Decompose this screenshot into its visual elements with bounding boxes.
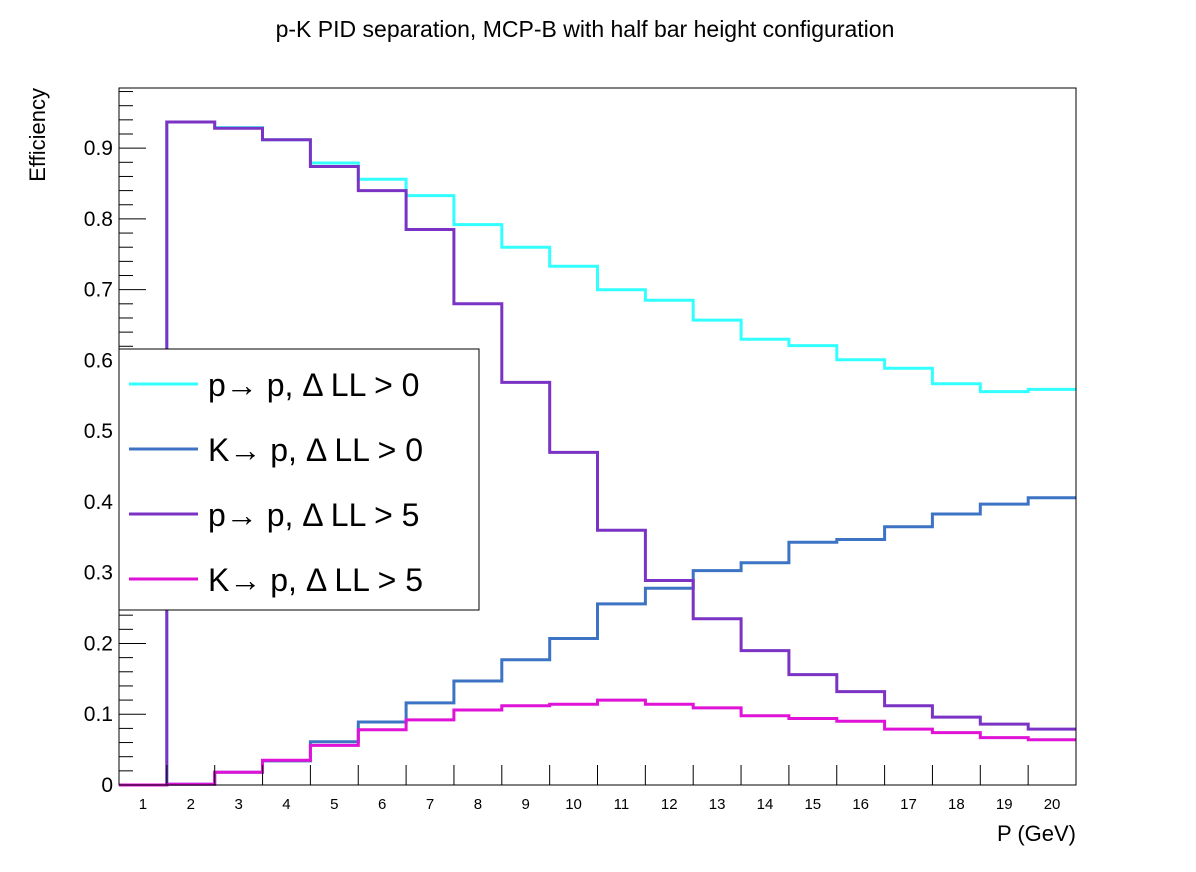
x-tick-label: 12: [661, 796, 678, 813]
x-tick-label: 8: [474, 796, 482, 813]
legend-label: p→ p, Δ LL > 0: [208, 367, 419, 403]
x-tick-label: 14: [757, 796, 774, 813]
legend-box: [118, 348, 480, 611]
x-axis-title: P (GeV): [997, 821, 1076, 846]
y-tick-label: 0.8: [84, 208, 113, 231]
x-axis: 1 2 3 4 5 6 7 8 9 10 11 12 13 14 15 16 17 18 19 20: [139, 765, 1061, 813]
x-tick-label: 13: [709, 796, 726, 813]
legend: p→ p, Δ LL > 0 K→ p, Δ LL > 0 p→ p, Δ LL >…: [118, 348, 480, 611]
y-tick-label: 0.2: [84, 632, 113, 655]
x-tick-label: 7: [426, 796, 434, 813]
x-tick-label: 9: [522, 796, 530, 813]
x-tick-label: 15: [804, 796, 821, 813]
y-axis-title: Efficiency: [25, 88, 50, 182]
legend-label: K→ p, Δ LL > 0: [208, 432, 423, 468]
y-tick-label: 0.4: [84, 491, 114, 514]
series-line-4: [119, 698, 1076, 787]
y-tick-label: 0.6: [84, 349, 113, 372]
y-tick-label: 0.3: [84, 562, 113, 585]
y-tick-label: 0: [101, 774, 113, 797]
x-tick-label: 5: [330, 796, 338, 813]
x-tick-label: 1: [139, 796, 147, 813]
legend-label: p→ p, Δ LL > 5: [208, 497, 419, 533]
x-tick-label: 3: [234, 796, 242, 813]
x-tick-label: 17: [900, 796, 917, 813]
x-tick-label: 18: [948, 796, 965, 813]
x-tick-label: 16: [852, 796, 869, 813]
x-tick-label: 6: [378, 796, 386, 813]
x-tick-label: 4: [282, 796, 290, 813]
y-tick-label: 0.1: [84, 703, 113, 726]
chart-title: p-K PID separation, MCP-B with half bar …: [276, 16, 895, 42]
x-tick-label: 11: [614, 796, 630, 813]
legend-label: K→ p, Δ LL > 5: [208, 562, 423, 598]
y-tick-label: 0.7: [84, 279, 113, 302]
x-tick-label: 2: [187, 796, 195, 813]
y-tick-label: 0.9: [84, 137, 113, 160]
x-tick-label: 19: [996, 796, 1013, 813]
x-tick-label: 10: [565, 796, 582, 813]
series-line-3: [119, 120, 1076, 787]
x-tick-label: 20: [1044, 796, 1061, 813]
series-layer: [119, 120, 1076, 787]
y-tick-label: 0.5: [84, 420, 113, 443]
